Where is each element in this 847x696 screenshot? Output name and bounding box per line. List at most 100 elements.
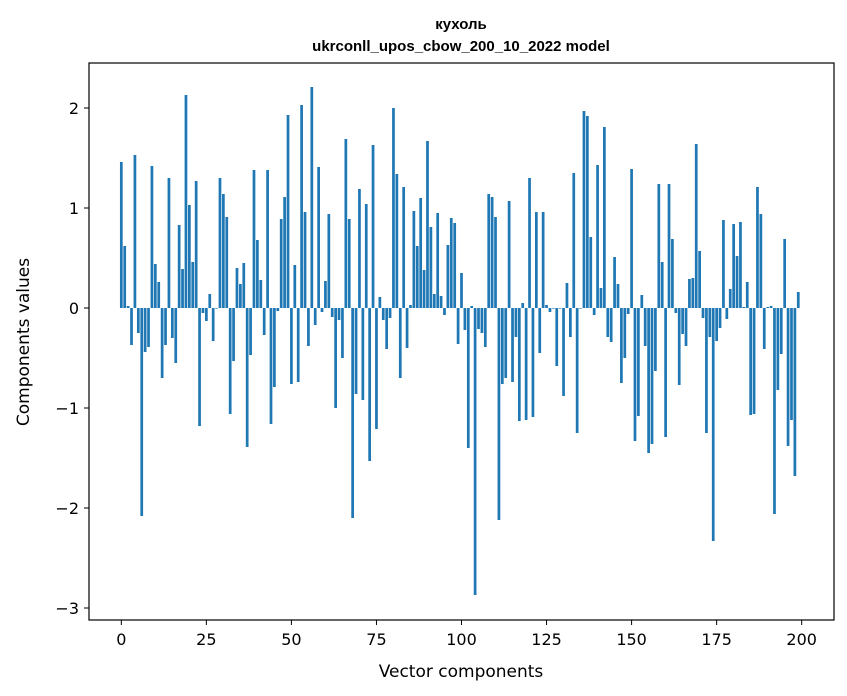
bar: [358, 189, 361, 308]
bar: [201, 308, 205, 313]
bar: [273, 308, 276, 387]
bar: [245, 308, 249, 447]
bar: [708, 308, 712, 337]
bar: [752, 308, 756, 414]
bar: [313, 308, 317, 325]
bar: [194, 181, 198, 308]
x-tick-label: 125: [531, 630, 562, 649]
bar: [562, 308, 565, 396]
bar: [402, 187, 406, 308]
bar: [341, 308, 344, 358]
bar: [184, 95, 188, 308]
bar: [507, 201, 511, 308]
bar: [361, 308, 365, 400]
bar: [534, 212, 538, 308]
bar: [749, 308, 753, 415]
bar: [443, 308, 446, 315]
bar: [623, 308, 627, 358]
y-tick-label: −2: [55, 499, 79, 518]
bar: [405, 308, 409, 348]
bar: [490, 197, 494, 308]
bar: [620, 308, 623, 383]
bar: [426, 141, 429, 308]
bar: [711, 308, 715, 541]
bar-series: [119, 87, 800, 595]
bar: [344, 139, 348, 308]
bar: [235, 268, 239, 308]
bar: [671, 239, 674, 308]
bar: [191, 262, 195, 308]
bar: [473, 308, 477, 595]
bar: [453, 223, 457, 308]
bar: [412, 211, 416, 308]
bar: [446, 245, 450, 308]
x-tick-label: 150: [616, 630, 647, 649]
bar: [126, 306, 130, 308]
bar: [307, 308, 310, 346]
bar: [650, 308, 654, 444]
x-tick-label: 75: [366, 630, 386, 649]
bar: [494, 217, 497, 308]
bar: [351, 308, 354, 518]
bar: [422, 270, 426, 308]
bar: [637, 308, 640, 416]
bar: [290, 308, 293, 384]
bar: [259, 280, 263, 308]
bar: [252, 170, 256, 308]
bar: [756, 187, 759, 308]
bar: [164, 308, 167, 345]
bar: [160, 308, 164, 378]
bar: [575, 308, 579, 433]
bar: [776, 308, 780, 390]
bar: [218, 178, 222, 308]
bar: [626, 308, 630, 314]
bar: [432, 294, 436, 308]
bar: [606, 308, 610, 337]
bar: [528, 178, 531, 308]
x-tick-label: 100: [446, 630, 477, 649]
bar: [565, 283, 569, 308]
bar: [429, 227, 433, 308]
bar: [385, 308, 389, 349]
bar: [596, 165, 599, 308]
bar: [681, 308, 684, 334]
bar: [395, 174, 399, 308]
bar: [303, 212, 307, 308]
bar: [640, 295, 644, 308]
bar: [531, 308, 535, 417]
bar: [725, 308, 729, 319]
bar: [698, 251, 701, 308]
bar: [541, 212, 545, 308]
bar: [613, 257, 616, 308]
x-tick-label: 0: [116, 630, 126, 649]
bar: [262, 308, 266, 335]
bar: [293, 265, 297, 308]
bar: [208, 294, 212, 308]
bar: [517, 308, 521, 421]
bar: [320, 308, 324, 312]
bar: [347, 219, 351, 308]
bar: [769, 306, 773, 308]
bar: [225, 217, 229, 308]
chart-subtitle: ukrconll_upos_cbow_200_10_2022 model: [312, 38, 610, 55]
bar: [439, 296, 443, 308]
bar: [705, 308, 708, 433]
bar: [766, 307, 770, 308]
bar: [279, 219, 283, 308]
bar: [592, 308, 596, 315]
bar: [130, 308, 133, 345]
bar: [419, 198, 423, 308]
bar: [150, 166, 154, 308]
y-tick-label: 0: [69, 299, 79, 318]
bar: [239, 284, 242, 308]
bar: [466, 308, 470, 448]
bar: [119, 162, 123, 308]
x-axis-label: Vector components: [379, 662, 544, 682]
bar: [796, 292, 800, 308]
bar: [205, 308, 208, 321]
bar: [732, 224, 736, 308]
bar: [551, 308, 555, 309]
bar: [589, 237, 593, 308]
bar: [470, 306, 474, 308]
bar: [276, 308, 280, 311]
